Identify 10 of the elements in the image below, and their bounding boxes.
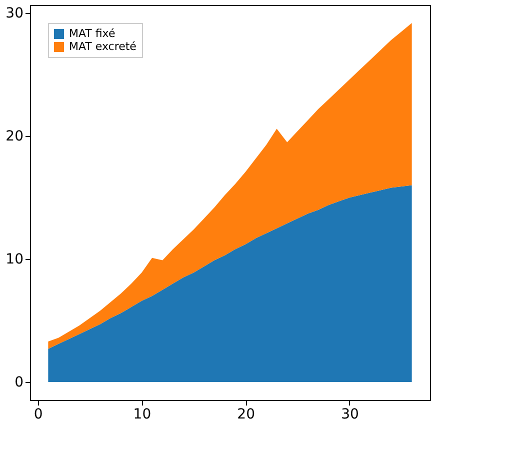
y-tick-label: 10 xyxy=(6,252,24,268)
x-tick-label: 20 xyxy=(237,406,255,422)
y-tick-label: 30 xyxy=(6,6,24,22)
x-tick-label: 30 xyxy=(341,406,359,422)
x-tick-label: 10 xyxy=(133,406,152,422)
y-tick-label: 0 xyxy=(14,374,24,391)
x-tick-label: 0 xyxy=(34,406,43,422)
legend-label: MAT excreté xyxy=(69,40,137,53)
legend-label: MAT fixé xyxy=(69,27,116,40)
y-tick-label: 20 xyxy=(6,128,24,145)
